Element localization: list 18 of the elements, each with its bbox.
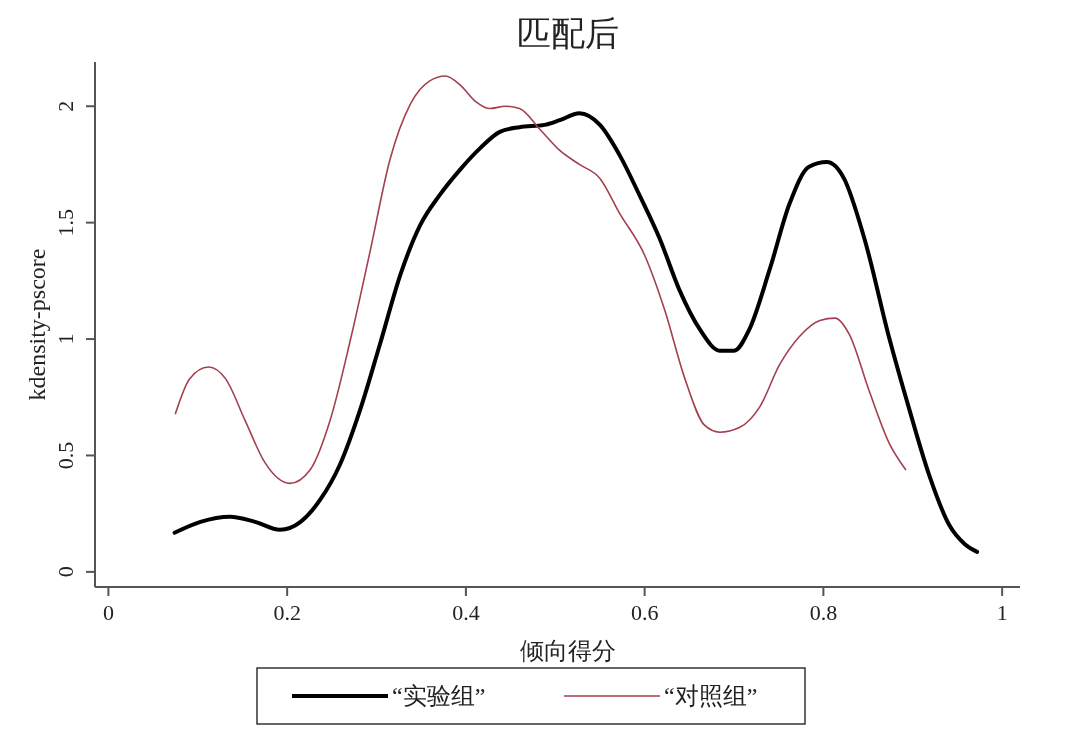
legend-label: “对照组” <box>664 683 758 709</box>
line-series <box>172 111 980 554</box>
y-tick-label: 2 <box>53 100 78 112</box>
y-tick-label: 0.5 <box>53 441 78 470</box>
y-tick-label: 1 <box>53 333 78 345</box>
legend-label: “实验组” <box>392 683 486 709</box>
y-axis-title: kdensity-pscore <box>24 248 50 401</box>
x-tick-label: 0.6 <box>630 600 659 625</box>
y-tick-label: 0 <box>53 566 78 578</box>
line-series <box>174 75 907 485</box>
x-tick-label: 0.2 <box>273 600 301 625</box>
x-tick-label: 0.8 <box>809 600 838 625</box>
chart-title: 匹配后 <box>516 15 619 52</box>
x-tick-label: 1 <box>996 600 1008 625</box>
x-tick-label: 0.4 <box>452 600 480 625</box>
y-tick-label: 1.5 <box>53 208 78 237</box>
x-axis-title: 倾向得分 <box>519 638 616 664</box>
x-tick-label: 0 <box>102 600 114 625</box>
